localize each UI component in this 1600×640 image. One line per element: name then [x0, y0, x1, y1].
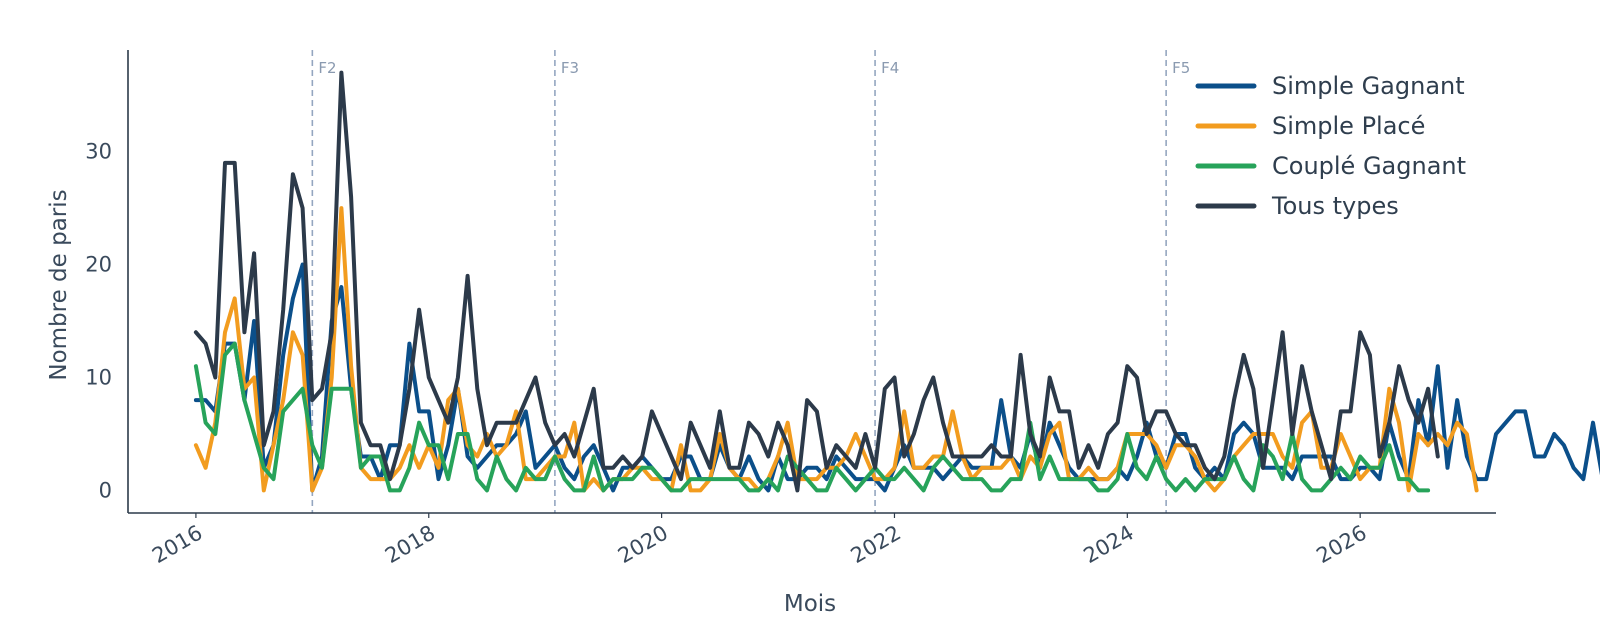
series-lines — [193, 70, 1600, 493]
phase-label-f2: F2 — [318, 59, 336, 77]
x-tick-label: 2024 — [1080, 521, 1138, 569]
y-tick-label: 30 — [85, 140, 112, 164]
y-tick-label: 10 — [85, 365, 112, 389]
series-line-tous-types — [193, 70, 1440, 493]
series-line-coupl-gagnant — [193, 341, 1431, 493]
legend-label-coupl-gagnant: Couplé Gagnant — [1272, 152, 1466, 180]
legend-label-simple-plac-: Simple Placé — [1272, 112, 1425, 140]
y-axis-title: Nombre de paris — [46, 189, 72, 380]
x-tick-label: 2022 — [847, 521, 905, 569]
phase-label-f5: F5 — [1172, 59, 1190, 77]
legend-label-simple-gagnant: Simple Gagnant — [1272, 72, 1465, 100]
y-tick-label: 0 — [99, 478, 112, 502]
y-ticks: 0 10 20 30 — [85, 140, 112, 503]
legend-label-tous-types: Tous types — [1271, 192, 1399, 220]
x-tick-label: 2026 — [1312, 521, 1370, 569]
y-tick-label: 20 — [85, 253, 112, 277]
phase-label-f4: F4 — [881, 59, 899, 77]
x-tick-label: 2016 — [148, 521, 206, 569]
axes — [127, 50, 1496, 514]
phase-label-f3: F3 — [561, 59, 579, 77]
x-axis-title: Mois — [784, 591, 836, 617]
x-tick-label: 2020 — [614, 521, 672, 569]
x-ticks: 2016 2018 2020 2022 2024 2026 — [148, 513, 1371, 568]
legend: Simple Gagnant Simple Placé Couplé Gagnant… — [1195, 72, 1466, 220]
x-tick-label: 2018 — [381, 521, 439, 569]
